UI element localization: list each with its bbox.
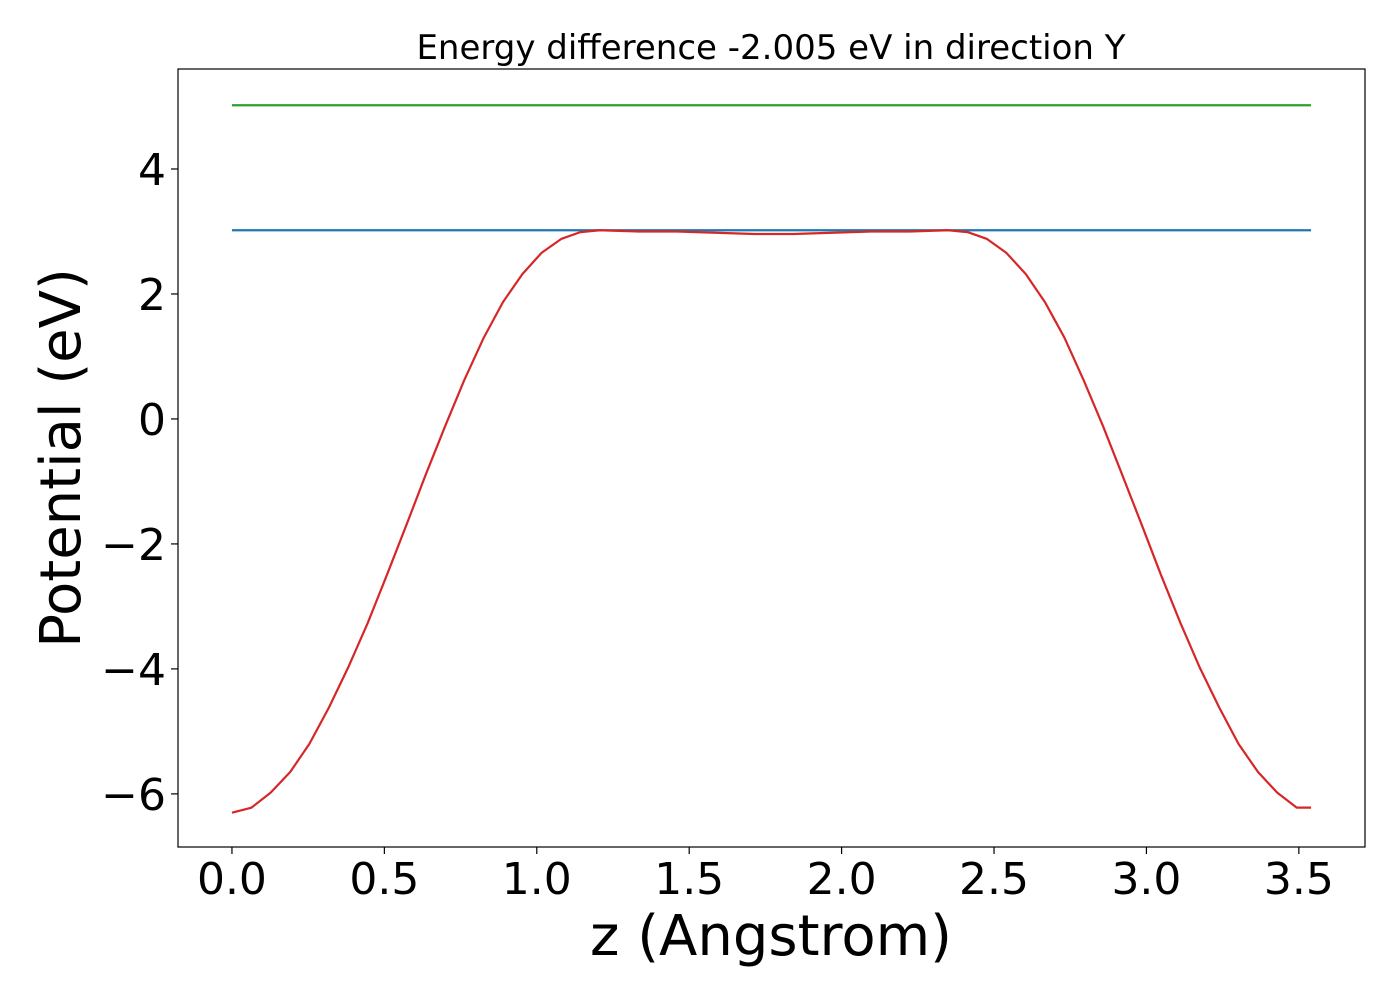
- y-tick-label: −6: [101, 770, 166, 821]
- x-axis-ticks: 0.0 0.5 1.0 1.5 2.0 2.5 3.0 3.5: [197, 847, 1334, 905]
- x-tick-label: 1.5: [654, 854, 724, 905]
- y-axis-ticks: −6 −4 −2 0 2 4: [101, 145, 178, 821]
- plot-area-frame: [177, 68, 1366, 848]
- y-tick-label: 4: [138, 145, 166, 196]
- y-tick-label: −2: [101, 520, 166, 571]
- x-tick-label: 2.0: [807, 854, 877, 905]
- y-tick-label: 2: [138, 270, 166, 321]
- x-tick-label: 0.5: [349, 854, 419, 905]
- x-tick-label: 2.5: [959, 854, 1029, 905]
- y-tick-label: −4: [101, 645, 166, 696]
- potential-curve: [231, 229, 1312, 814]
- x-tick-label: 3.5: [1264, 854, 1334, 905]
- series-layer: [231, 104, 1312, 814]
- y-axis-label: Potential (eV): [29, 268, 94, 648]
- x-tick-label: 1.0: [502, 854, 572, 905]
- x-tick-label: 0.0: [197, 854, 267, 905]
- y-tick-label: 0: [138, 395, 166, 446]
- x-axis-label: z (Angstrom): [590, 904, 952, 969]
- chart-title: Energy difference -2.005 eV in direction…: [416, 28, 1125, 68]
- x-tick-label: 3.0: [1111, 854, 1181, 905]
